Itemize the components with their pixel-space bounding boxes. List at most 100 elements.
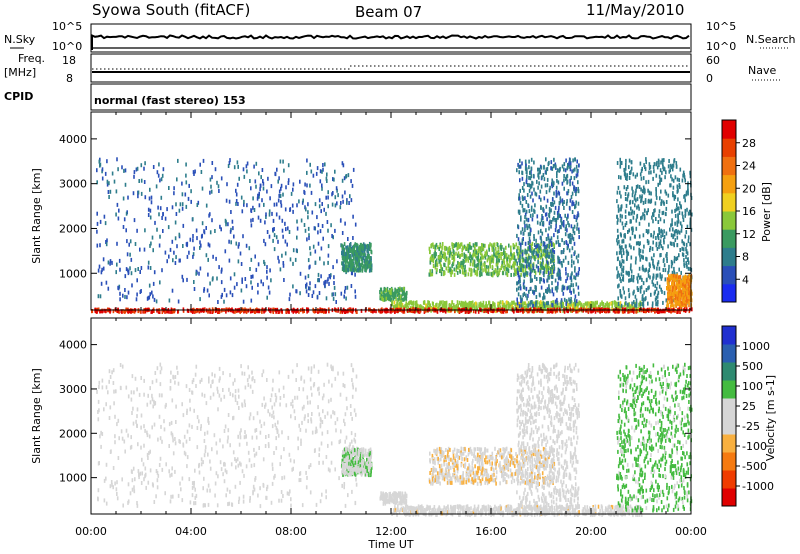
power-cell (563, 206, 565, 210)
power-cell (262, 282, 264, 287)
power-cell (352, 236, 354, 240)
power-cell (682, 241, 685, 246)
power-cell (679, 304, 681, 309)
power-cell (340, 201, 342, 205)
power-cell (136, 278, 138, 283)
power-cell (368, 259, 371, 264)
power-cell (273, 227, 275, 231)
power-cell (668, 274, 670, 278)
power-cell (679, 167, 682, 172)
power-cell (396, 292, 399, 297)
power-cell (663, 235, 666, 239)
power-cell (464, 245, 467, 250)
power-cell (653, 253, 655, 258)
power-cell (669, 241, 672, 246)
power-cell (310, 169, 313, 174)
power-cell (124, 182, 127, 187)
power-cell (453, 243, 456, 248)
power-cell (672, 304, 675, 309)
power-cell (327, 277, 329, 282)
power-cell (632, 228, 634, 233)
power-cell (260, 175, 262, 180)
power-cell (537, 230, 540, 235)
power-cell (451, 256, 453, 260)
power-cell (681, 211, 684, 216)
power-cell (539, 279, 541, 284)
power-cell (440, 258, 442, 262)
power-cell (679, 274, 682, 279)
power-cell (518, 304, 521, 309)
power-cell (662, 268, 665, 272)
power-cell (465, 254, 468, 259)
power-cell (196, 203, 199, 207)
power-cell (630, 255, 633, 260)
power-cell (416, 303, 419, 308)
power-cell (524, 166, 527, 171)
power-cell (288, 230, 291, 234)
power-cell (626, 253, 628, 258)
power-cell (108, 181, 110, 186)
power-cell (545, 204, 548, 209)
power-cell (348, 254, 351, 259)
power-cell (351, 183, 354, 188)
power-cell (109, 189, 112, 194)
power-cell (633, 300, 635, 305)
power-cell (572, 283, 574, 288)
power-cell (563, 167, 565, 172)
power-cell (688, 273, 690, 278)
power-cell (629, 266, 632, 271)
power-cell (273, 233, 276, 238)
power-cell (536, 179, 538, 184)
power-cell (574, 167, 576, 172)
power-cell (353, 266, 355, 271)
power-cell (526, 296, 528, 301)
power-cell (107, 260, 110, 265)
power-cell (553, 254, 555, 259)
power-cell (622, 259, 625, 264)
power-cell (683, 287, 686, 292)
power-cell (558, 256, 560, 261)
power-cell (660, 160, 662, 165)
power-cell (539, 293, 541, 298)
power-cell (639, 289, 642, 294)
power-cell (361, 246, 364, 251)
power-cell (627, 230, 629, 234)
power-cell (540, 264, 543, 269)
power-cell (670, 183, 672, 188)
power-cell (368, 268, 371, 273)
power-cell (494, 246, 497, 251)
power-cell (546, 253, 548, 258)
power-cell (622, 277, 625, 282)
power-cell (147, 260, 150, 265)
power-cell (311, 294, 314, 298)
power-cell (543, 196, 546, 201)
power-cell (629, 305, 632, 310)
power-cell (460, 308, 462, 313)
power-cell (328, 281, 330, 286)
power-cell (235, 199, 238, 203)
power-cell (478, 304, 480, 309)
power-cell (366, 260, 369, 265)
power-cell (674, 278, 677, 282)
power-cell (106, 159, 108, 164)
power-cell (561, 181, 564, 186)
power-cell (682, 214, 684, 219)
power-cell (147, 265, 150, 270)
power-cell (674, 195, 677, 199)
power-cell (555, 224, 557, 229)
power-cell (505, 253, 508, 258)
power-cell (316, 295, 319, 300)
power-cell (356, 256, 358, 261)
power-cell (685, 261, 687, 266)
power-cell (594, 309, 597, 314)
power-cell (634, 260, 637, 265)
power-cell (617, 302, 620, 306)
power-cell (538, 243, 540, 248)
power-cell (298, 199, 300, 204)
power-cell (322, 167, 324, 172)
power-cell (686, 298, 689, 303)
power-cell (577, 259, 579, 264)
power-cell (500, 256, 502, 261)
power-cell (349, 194, 351, 199)
power-cell (264, 220, 266, 225)
